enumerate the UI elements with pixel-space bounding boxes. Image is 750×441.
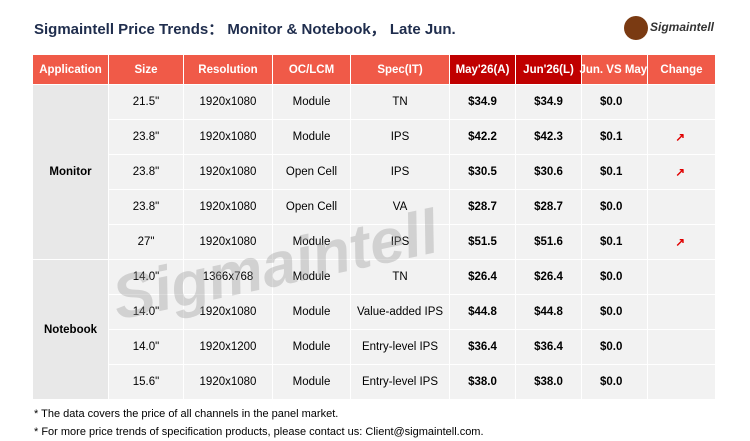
cell: $0.1 — [582, 155, 648, 190]
cell: Module — [273, 120, 351, 155]
cell: 21.5" — [109, 85, 184, 120]
group-label: Notebook — [33, 260, 109, 400]
cell: Module — [273, 85, 351, 120]
cell: 1920x1080 — [184, 120, 273, 155]
column-header: Jun'26(L) — [516, 55, 582, 85]
cell: $26.4 — [450, 260, 516, 295]
cell: ↗ — [648, 225, 716, 260]
cell: 1920x1080 — [184, 190, 273, 225]
cell — [648, 295, 716, 330]
cell: 1366x768 — [184, 260, 273, 295]
cell: 1920x1080 — [184, 155, 273, 190]
cell: 27" — [109, 225, 184, 260]
cell: 23.8" — [109, 190, 184, 225]
cell: $0.0 — [582, 330, 648, 365]
cell: Module — [273, 225, 351, 260]
column-header: May'26(A) — [450, 55, 516, 85]
cell: 1920x1080 — [184, 85, 273, 120]
cell: $30.6 — [516, 155, 582, 190]
cell — [648, 85, 716, 120]
cell: Entry-level IPS — [351, 330, 450, 365]
cell: $28.7 — [450, 190, 516, 225]
cell: Entry-level IPS — [351, 365, 450, 400]
cell: 1920x1200 — [184, 330, 273, 365]
cell: $26.4 — [516, 260, 582, 295]
cell: IPS — [351, 225, 450, 260]
column-header: Size — [109, 55, 184, 85]
cell: 14.0" — [109, 260, 184, 295]
cell: Module — [273, 295, 351, 330]
logo-icon — [624, 16, 648, 40]
cell: $34.9 — [450, 85, 516, 120]
cell: $42.2 — [450, 120, 516, 155]
cell: 1920x1080 — [184, 225, 273, 260]
cell: IPS — [351, 120, 450, 155]
column-header: Application — [33, 55, 109, 85]
cell: $0.1 — [582, 225, 648, 260]
cell — [648, 190, 716, 225]
cell: IPS — [351, 155, 450, 190]
cell: $51.5 — [450, 225, 516, 260]
column-header: Change — [648, 55, 716, 85]
cell: TN — [351, 85, 450, 120]
cell: $34.9 — [516, 85, 582, 120]
cell: Module — [273, 260, 351, 295]
cell: $0.0 — [582, 85, 648, 120]
cell — [648, 330, 716, 365]
cell: $42.3 — [516, 120, 582, 155]
cell: 23.8" — [109, 155, 184, 190]
column-header: Resolution — [184, 55, 273, 85]
cell: ↗ — [648, 155, 716, 190]
cell: $36.4 — [450, 330, 516, 365]
cell: $0.0 — [582, 295, 648, 330]
cell: $30.5 — [450, 155, 516, 190]
cell: 14.0" — [109, 330, 184, 365]
cell: 1920x1080 — [184, 295, 273, 330]
cell: Value-added IPS — [351, 295, 450, 330]
cell: 14.0" — [109, 295, 184, 330]
cell: $28.7 — [516, 190, 582, 225]
cell — [648, 365, 716, 400]
cell: Module — [273, 330, 351, 365]
cell: $0.0 — [582, 365, 648, 400]
cell: 23.8" — [109, 120, 184, 155]
cell: $38.0 — [516, 365, 582, 400]
cell: $38.0 — [450, 365, 516, 400]
cell: $0.0 — [582, 190, 648, 225]
cell: 15.6" — [109, 365, 184, 400]
cell: $51.6 — [516, 225, 582, 260]
cell: $44.8 — [516, 295, 582, 330]
cell: TN — [351, 260, 450, 295]
cell: 1920x1080 — [184, 365, 273, 400]
column-header: OC/LCM — [273, 55, 351, 85]
cell: $36.4 — [516, 330, 582, 365]
cell: $44.8 — [450, 295, 516, 330]
cell: Module — [273, 365, 351, 400]
cell: $0.0 — [582, 260, 648, 295]
column-header: Jun. VS May. — [579, 55, 650, 85]
group-label: Monitor — [33, 85, 109, 260]
cell: Open Cell — [273, 190, 351, 225]
logo: Sigmaintell — [650, 20, 715, 34]
title: Sigmaintell Price Trends： Monitor & Note… — [34, 21, 456, 38]
cell: VA — [351, 190, 450, 225]
footnote: * The data covers the price of all chann… — [34, 408, 339, 420]
column-header: Spec(IT) — [351, 55, 450, 85]
cell: $0.1 — [582, 120, 648, 155]
footnote: * For more price trends of specification… — [34, 426, 484, 438]
cell — [648, 260, 716, 295]
cell: ↗ — [648, 120, 716, 155]
cell: Open Cell — [273, 155, 351, 190]
